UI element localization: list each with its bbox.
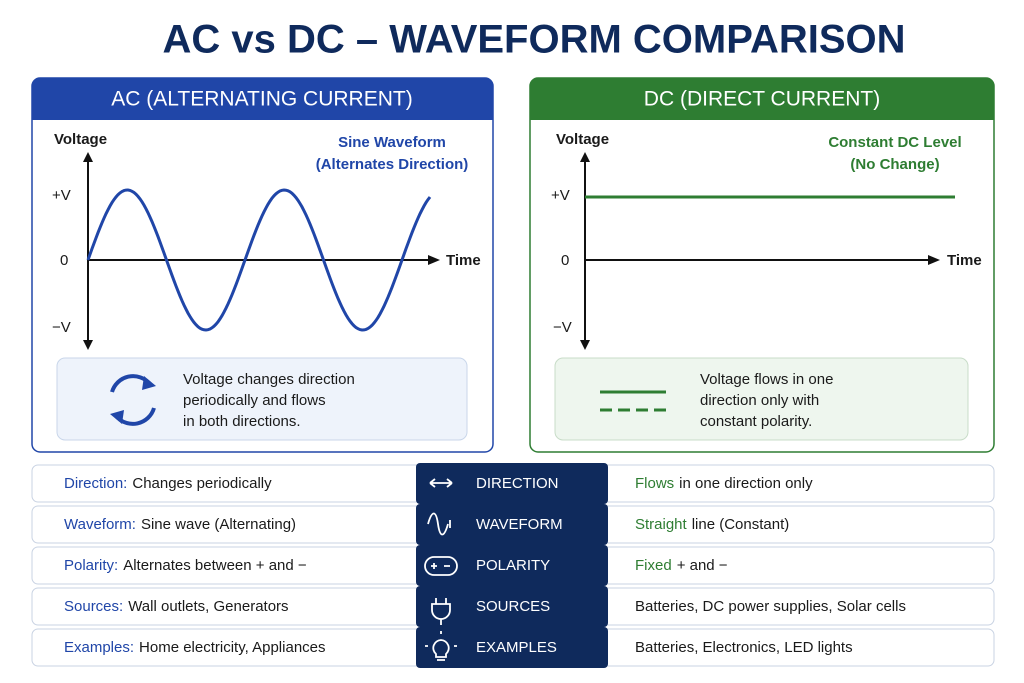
ac-row-label: Polarity:	[64, 557, 118, 574]
ac-row-label: Examples:	[64, 639, 134, 656]
ac-row-value: Alternates between + and −	[123, 557, 307, 574]
ac-row-text: Direction: Changes periodically	[64, 475, 272, 492]
dc-row-label: Fixed	[635, 557, 672, 574]
dc-row-text: Straight line (Constant)	[635, 516, 789, 533]
tick-label: 0	[60, 252, 68, 269]
ac-row-text: Waveform: Sine wave (Alternating)	[64, 516, 296, 533]
ac-header: AC (ALTERNATING CURRENT)	[111, 88, 412, 111]
row-center-label: EXAMPLES	[476, 639, 557, 656]
ac-row-label: Waveform:	[64, 516, 136, 533]
ac-row-label: Direction:	[64, 475, 127, 492]
dc-note-box	[554, 357, 969, 441]
row-center-box	[416, 627, 608, 668]
note-line: direction only with	[700, 392, 819, 409]
row-icon	[431, 598, 451, 625]
dc-row-value: line (Constant)	[692, 516, 790, 533]
dc-row-value: Batteries, DC power supplies, Solar cell…	[635, 598, 906, 615]
ac-row-text: Sources: Wall outlets, Generators	[64, 598, 289, 615]
ac-header-bg	[32, 78, 493, 120]
dc-header: DC (DIRECT CURRENT)	[644, 88, 880, 111]
dc-row-label: Straight	[635, 516, 688, 533]
ac-row-label: Sources:	[64, 598, 123, 615]
annotation: Constant DC Level	[828, 134, 961, 151]
note-line: Voltage flows in one	[700, 371, 833, 388]
tick-label: +V	[52, 187, 71, 204]
dc-row-text: Flows in one direction only	[635, 475, 813, 492]
row-icon	[427, 512, 451, 536]
cycle-icon-heads	[110, 376, 156, 424]
comparison-table: DIRECTION Direction: Changes periodically F…	[31, 463, 995, 668]
row-icon	[425, 631, 457, 661]
dc-row-value: in one direction only	[679, 475, 813, 492]
dc-row-text: Batteries, DC power supplies, Solar cell…	[635, 598, 906, 615]
row-center-label: SOURCES	[476, 598, 550, 615]
row-center-box	[416, 545, 608, 586]
note-line: in both directions.	[183, 413, 301, 430]
ac-row-value: Changes periodically	[132, 475, 272, 492]
tick-label: +V	[551, 187, 570, 204]
ac-row-text: Polarity: Alternates between + and −	[64, 557, 307, 574]
annotation: (No Change)	[850, 156, 939, 173]
axis-arrow	[428, 255, 440, 265]
y-axis-label: Voltage	[556, 131, 609, 148]
x-axis-label: Time	[446, 252, 481, 269]
dc-row-text: Fixed + and −	[635, 557, 728, 574]
row-center-label: DIRECTION	[476, 475, 559, 492]
row-center-label: POLARITY	[476, 557, 550, 574]
ac-note-box	[56, 357, 468, 441]
ac-row-value: Home electricity, Appliances	[139, 639, 325, 656]
dc-row-label: Flows	[635, 475, 674, 492]
note-line: constant polarity.	[700, 413, 812, 430]
annotation: Sine Waveform	[338, 134, 446, 151]
tick-label: −V	[52, 319, 71, 336]
dc-row-text: Batteries, Electronics, LED lights	[635, 639, 853, 656]
tick-label: −V	[553, 319, 572, 336]
sine-wave	[86, 188, 432, 332]
row-center-box	[416, 463, 608, 504]
dc-row-value: + and −	[677, 557, 728, 574]
annotation: (Alternates Direction)	[316, 156, 469, 173]
row-icon	[424, 556, 458, 576]
y-axis-label: Voltage	[54, 131, 107, 148]
ac-row-value: Sine wave (Alternating)	[141, 516, 296, 533]
dc-row-value: Batteries, Electronics, LED lights	[635, 639, 853, 656]
note-line: periodically and flows	[183, 392, 326, 409]
axis-arrow	[928, 255, 940, 265]
title: AC vs DC – WAVEFORM COMPARISON	[162, 18, 905, 62]
ac-row-value: Wall outlets, Generators	[128, 598, 288, 615]
row-center-box	[416, 586, 608, 627]
row-center-box	[416, 504, 608, 545]
note-line: Voltage changes direction	[183, 371, 355, 388]
row-icon	[429, 478, 453, 488]
ac-row-text: Examples: Home electricity, Appliances	[64, 639, 326, 656]
dc-header-bg	[530, 78, 994, 120]
x-axis-label: Time	[947, 252, 982, 269]
row-center-label: WAVEFORM	[476, 516, 563, 533]
tick-label: 0	[561, 252, 569, 269]
